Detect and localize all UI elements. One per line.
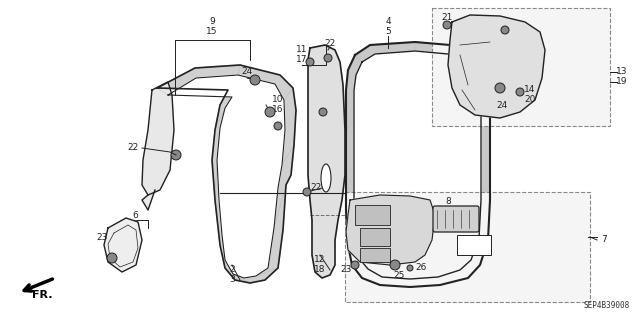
Circle shape bbox=[306, 58, 314, 66]
Text: 25: 25 bbox=[394, 271, 404, 279]
Text: 5: 5 bbox=[385, 27, 391, 36]
Polygon shape bbox=[168, 75, 285, 278]
Text: 23: 23 bbox=[96, 233, 108, 241]
Circle shape bbox=[274, 122, 282, 130]
Circle shape bbox=[443, 21, 451, 29]
Text: 2: 2 bbox=[229, 265, 235, 275]
Text: 24: 24 bbox=[241, 68, 253, 77]
Text: 6: 6 bbox=[132, 211, 138, 219]
FancyBboxPatch shape bbox=[433, 206, 479, 232]
Text: 19: 19 bbox=[616, 78, 628, 86]
Polygon shape bbox=[104, 218, 142, 272]
Text: 15: 15 bbox=[206, 27, 218, 36]
Text: 13: 13 bbox=[616, 68, 628, 77]
Circle shape bbox=[303, 188, 311, 196]
Circle shape bbox=[351, 261, 359, 269]
Text: 1: 1 bbox=[465, 248, 471, 256]
Polygon shape bbox=[354, 51, 481, 279]
Polygon shape bbox=[308, 45, 345, 278]
Text: 22: 22 bbox=[127, 144, 139, 152]
Polygon shape bbox=[142, 190, 155, 210]
Text: 21: 21 bbox=[442, 13, 452, 23]
Text: 16: 16 bbox=[272, 106, 284, 115]
Circle shape bbox=[250, 75, 260, 85]
Circle shape bbox=[407, 265, 413, 271]
Polygon shape bbox=[346, 42, 490, 287]
Circle shape bbox=[516, 88, 524, 96]
Circle shape bbox=[501, 26, 509, 34]
Circle shape bbox=[265, 107, 275, 117]
Text: 17: 17 bbox=[296, 56, 308, 64]
Text: 3: 3 bbox=[229, 276, 235, 285]
Text: 8: 8 bbox=[445, 197, 451, 206]
Bar bbox=[355, 205, 390, 225]
Bar bbox=[345, 192, 590, 302]
Bar bbox=[360, 228, 390, 246]
Text: 20: 20 bbox=[524, 94, 536, 103]
Text: 22: 22 bbox=[310, 183, 322, 192]
Text: 18: 18 bbox=[314, 265, 326, 275]
Text: 26: 26 bbox=[415, 263, 427, 272]
Text: 14: 14 bbox=[524, 85, 536, 93]
Polygon shape bbox=[142, 82, 174, 195]
Text: 10: 10 bbox=[272, 95, 284, 105]
Text: 23: 23 bbox=[340, 265, 352, 275]
Text: 24: 24 bbox=[497, 100, 508, 109]
Bar bbox=[360, 248, 390, 262]
Text: SEP4B39008: SEP4B39008 bbox=[584, 301, 630, 310]
Circle shape bbox=[171, 150, 181, 160]
Bar bbox=[432, 8, 610, 126]
Text: 4: 4 bbox=[385, 18, 391, 26]
Text: 12: 12 bbox=[314, 256, 326, 264]
Circle shape bbox=[319, 108, 327, 116]
Circle shape bbox=[495, 83, 505, 93]
Ellipse shape bbox=[321, 164, 331, 192]
Polygon shape bbox=[448, 15, 545, 118]
Text: 11: 11 bbox=[296, 46, 308, 55]
FancyBboxPatch shape bbox=[457, 235, 491, 255]
Polygon shape bbox=[157, 65, 296, 283]
Text: FR.: FR. bbox=[32, 290, 52, 300]
Text: 7: 7 bbox=[601, 235, 607, 244]
Text: 9: 9 bbox=[209, 18, 215, 26]
Circle shape bbox=[107, 253, 117, 263]
Circle shape bbox=[390, 260, 400, 270]
Circle shape bbox=[324, 54, 332, 62]
Text: 22: 22 bbox=[324, 39, 335, 48]
Polygon shape bbox=[346, 195, 435, 265]
